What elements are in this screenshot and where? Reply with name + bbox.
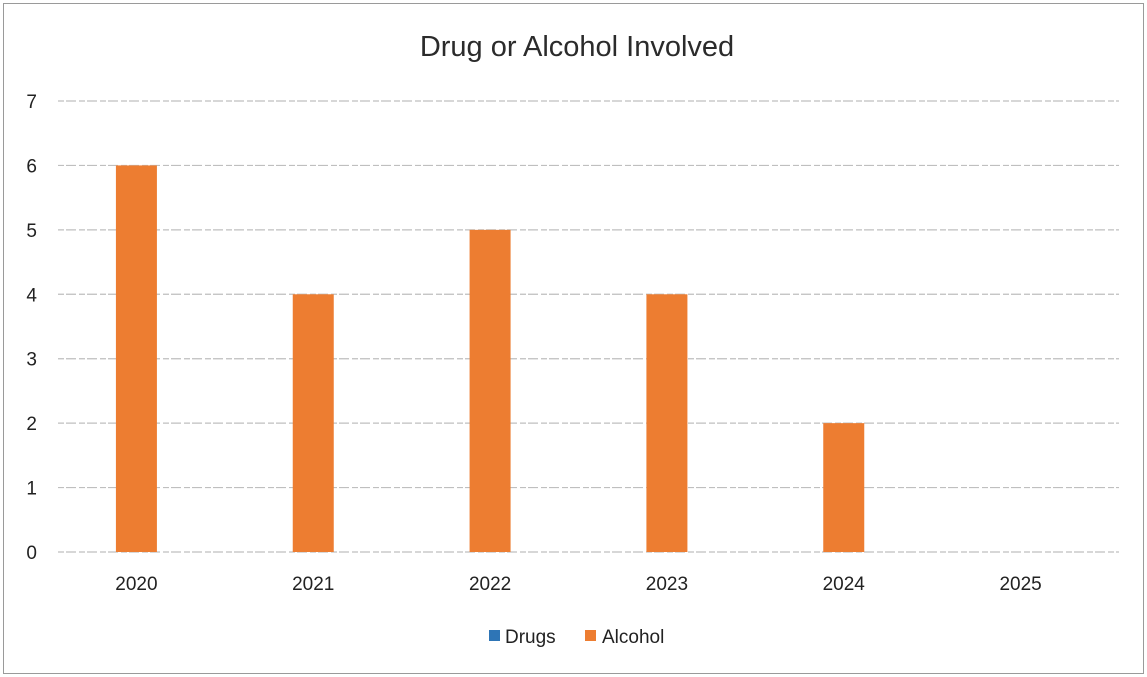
bars xyxy=(115,165,865,552)
y-tick-label: 6 xyxy=(26,156,37,177)
y-tick-label: 5 xyxy=(26,221,37,242)
chart-title: Drug or Alcohol Involved xyxy=(420,31,734,63)
bar-alcohol-2023 xyxy=(646,294,688,552)
y-tick-label: 0 xyxy=(26,543,37,564)
legend: Drugs Alcohol xyxy=(489,627,664,648)
x-tick-label: 2022 xyxy=(469,574,511,595)
x-axis-ticks: 2020 2021 2022 2023 2024 2025 xyxy=(115,574,1041,595)
legend-swatch-drugs xyxy=(489,630,500,641)
legend-label-alcohol: Alcohol xyxy=(602,627,664,648)
bar-alcohol-2022 xyxy=(469,229,511,552)
y-tick-label: 3 xyxy=(26,350,37,371)
y-tick-label: 2 xyxy=(26,414,37,435)
y-axis-ticks: 0 1 2 3 4 5 6 7 xyxy=(26,92,37,564)
legend-swatch-alcohol xyxy=(585,630,596,641)
y-tick-label: 4 xyxy=(26,285,37,306)
legend-label-drugs: Drugs xyxy=(505,627,556,648)
x-tick-label: 2025 xyxy=(999,574,1041,595)
gridlines xyxy=(58,100,1119,553)
chart-frame xyxy=(3,3,1144,674)
bar-alcohol-2021 xyxy=(292,294,334,552)
x-tick-label: 2023 xyxy=(646,574,688,595)
x-tick-label: 2021 xyxy=(292,574,334,595)
y-tick-label: 1 xyxy=(26,479,37,500)
y-tick-label: 7 xyxy=(26,92,37,113)
bar-alcohol-2020 xyxy=(115,165,157,552)
x-tick-label: 2024 xyxy=(823,574,866,595)
bar-alcohol-2024 xyxy=(823,423,865,552)
x-tick-label: 2020 xyxy=(115,574,157,595)
